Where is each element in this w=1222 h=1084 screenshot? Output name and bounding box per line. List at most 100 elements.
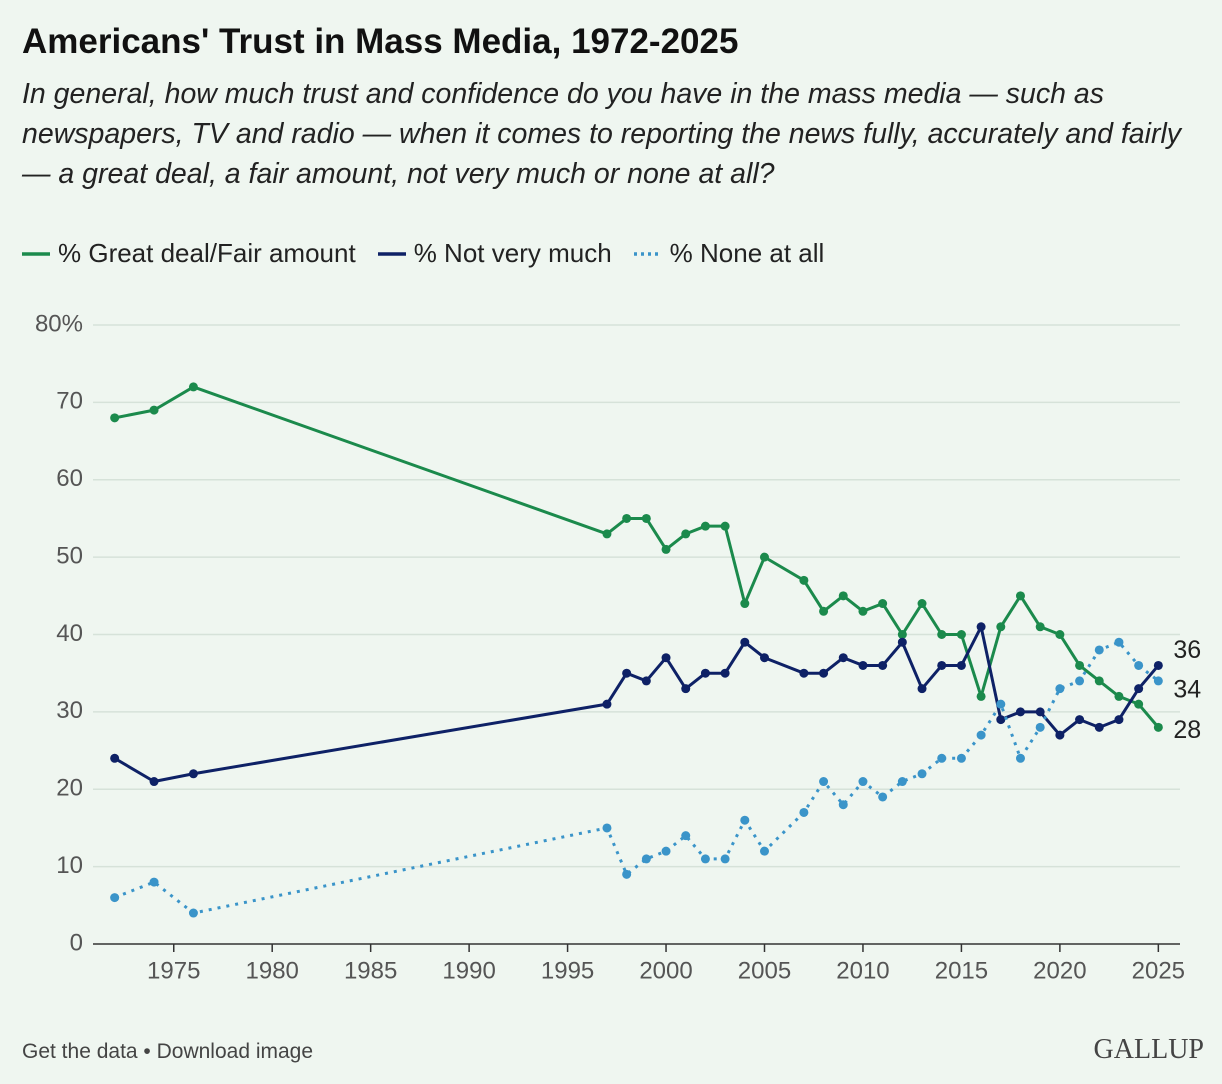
data-point	[700, 854, 710, 864]
data-point	[622, 869, 632, 879]
data-point	[996, 622, 1006, 632]
x-tick-label: 2010	[836, 957, 889, 984]
legend-label: % Great deal/Fair amount	[58, 238, 356, 268]
data-point	[1134, 660, 1144, 670]
data-point	[858, 660, 868, 670]
legend-swatch	[633, 251, 662, 256]
data-point	[917, 684, 927, 694]
y-tick-label: 40	[56, 620, 83, 647]
legend-label: % Not very much	[413, 238, 612, 268]
data-point	[661, 653, 671, 663]
series-line	[114, 640, 1160, 915]
legend-swatch	[22, 251, 50, 256]
data-point	[937, 660, 947, 670]
data-point	[897, 637, 907, 647]
data-point	[976, 622, 986, 632]
y-tick-label: 30	[56, 697, 83, 724]
data-point	[149, 777, 159, 787]
data-point	[937, 753, 947, 763]
data-point	[897, 777, 907, 787]
data-point	[1035, 707, 1045, 717]
data-point	[700, 668, 710, 678]
data-point	[858, 606, 868, 616]
data-point	[819, 668, 829, 678]
data-point	[700, 521, 710, 531]
legend-item: % None at all	[633, 238, 825, 269]
data-point	[110, 413, 120, 423]
data-point	[681, 529, 691, 539]
data-point	[917, 769, 927, 779]
data-point	[878, 792, 888, 802]
data-point	[110, 893, 120, 903]
data-point	[976, 691, 986, 701]
x-tick-label: 1990	[442, 957, 495, 984]
end-label: 34	[1173, 676, 1201, 704]
data-point	[1035, 622, 1045, 632]
data-point	[937, 630, 947, 639]
data-point	[188, 382, 198, 392]
x-tick-label: 2005	[738, 957, 791, 984]
y-tick-label: 70	[56, 388, 83, 415]
data-point	[956, 753, 966, 763]
x-tick-label: 1995	[541, 957, 594, 984]
data-point	[1134, 684, 1144, 694]
legend-item: % Great deal/Fair amount	[22, 238, 356, 269]
x-tick-label: 1980	[246, 957, 299, 984]
footer-links[interactable]: Get the data • Download image	[22, 1040, 314, 1063]
data-point	[1114, 715, 1124, 725]
data-point	[720, 521, 730, 531]
y-tick-label: 20	[56, 775, 83, 802]
legend-swatch	[377, 251, 406, 256]
data-point	[1153, 660, 1163, 670]
data-point	[759, 653, 769, 663]
data-point	[661, 846, 671, 856]
data-point	[602, 699, 612, 709]
data-point	[838, 653, 848, 663]
chart-subtitle: In general, how much trust and confidenc…	[22, 78, 1182, 190]
data-point	[1055, 630, 1065, 639]
data-point	[681, 684, 691, 694]
data-point	[996, 699, 1006, 709]
data-point	[996, 715, 1006, 725]
data-point	[1094, 676, 1104, 686]
data-point	[1114, 637, 1124, 647]
data-point	[1094, 645, 1104, 655]
y-tick-label: 50	[56, 542, 83, 569]
y-tick-label: 80%	[35, 310, 83, 337]
data-point	[1075, 660, 1085, 670]
data-point	[1015, 591, 1025, 601]
data-point	[149, 405, 159, 415]
x-tick-label: 2015	[935, 957, 988, 984]
data-point	[759, 552, 769, 562]
data-point	[602, 823, 612, 833]
chart-title: Americans' Trust in Mass Media, 1972-202…	[22, 22, 739, 61]
data-point	[740, 815, 750, 825]
data-point	[799, 668, 809, 678]
y-tick-label: 10	[56, 852, 83, 879]
data-point	[641, 854, 651, 864]
data-point	[1114, 691, 1124, 701]
data-point	[956, 660, 966, 670]
end-label: 28	[1173, 716, 1201, 744]
data-point	[622, 513, 632, 523]
data-point	[1153, 722, 1163, 732]
data-point	[720, 668, 730, 678]
data-point	[622, 668, 632, 678]
data-point	[799, 575, 809, 585]
x-tick-label: 2025	[1132, 957, 1185, 984]
data-point	[740, 599, 750, 609]
data-point	[858, 777, 868, 787]
data-point	[641, 676, 651, 686]
data-point	[956, 630, 966, 639]
data-point	[720, 854, 730, 864]
data-point	[917, 599, 927, 609]
data-point	[149, 877, 159, 887]
legend-label: % None at all	[669, 238, 825, 268]
data-point	[897, 630, 907, 639]
data-point	[681, 831, 691, 841]
data-point	[602, 529, 612, 539]
end-label: 36	[1173, 636, 1201, 664]
data-point	[1055, 684, 1065, 694]
